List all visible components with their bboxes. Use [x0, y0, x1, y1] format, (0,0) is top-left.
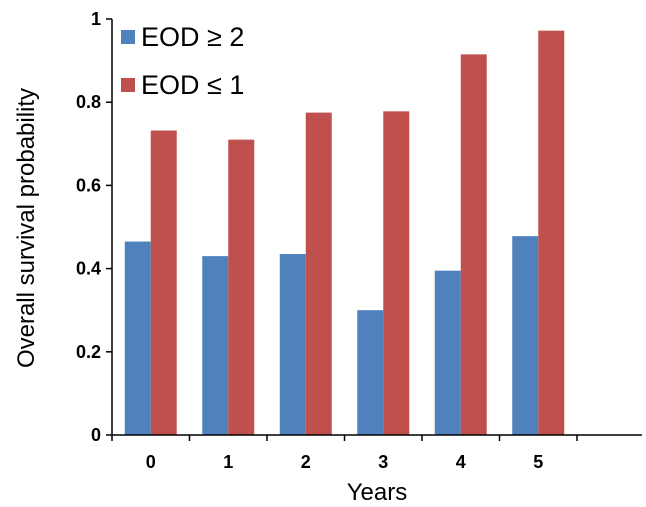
y-tick-label: 0.2	[76, 342, 101, 362]
bar-eod-le-1-year-3	[383, 111, 410, 436]
x-axis-title: Years	[347, 479, 408, 506]
y-tick-label: 0.4	[76, 259, 101, 279]
x-tick-label: 2	[301, 452, 311, 472]
bars-layer	[124, 30, 565, 436]
x-ticks: 0 1 2 3 4 5	[111, 435, 578, 472]
bar-eod-ge-2-year-2	[279, 254, 306, 435]
x-tick-label: 5	[533, 452, 543, 472]
x-tick-label: 1	[223, 452, 233, 472]
bar-eod-le-1-year-4	[460, 54, 487, 436]
bar-eod-le-1-year-1	[228, 139, 255, 435]
bar-eod-le-1-year-2	[305, 112, 332, 435]
legend-swatch-eod-ge-2	[121, 30, 135, 44]
bar-eod-ge-2-year-3	[357, 310, 384, 435]
bar-eod-ge-2-year-5	[512, 236, 539, 435]
y-axis-title: Overall survival probability	[13, 88, 40, 368]
y-tick-label: 1	[91, 9, 101, 29]
y-tick-label: 0.6	[76, 175, 101, 195]
axes-layer	[111, 19, 642, 436]
bar-eod-le-1-year-0	[150, 130, 177, 435]
legend-swatch-eod-le-1	[121, 78, 135, 92]
legend-label-eod-ge-2: EOD ≥ 2	[141, 22, 244, 52]
bar-eod-ge-2-year-0	[124, 241, 151, 435]
y-tick-label: 0	[91, 425, 101, 445]
bar-eod-ge-2-year-1	[202, 256, 229, 435]
bar-eod-le-1-year-5	[538, 30, 565, 435]
legend: EOD ≥ 2 EOD ≤ 1	[121, 22, 244, 100]
bar-eod-ge-2-year-4	[434, 270, 461, 435]
x-tick-label: 3	[378, 452, 388, 472]
y-ticks: 0 0.2 0.4 0.6 0.8 1	[76, 9, 112, 445]
y-tick-label: 0.8	[76, 92, 101, 112]
x-tick-label: 4	[456, 452, 466, 472]
x-tick-label: 0	[146, 452, 156, 472]
legend-label-eod-le-1: EOD ≤ 1	[141, 70, 244, 100]
